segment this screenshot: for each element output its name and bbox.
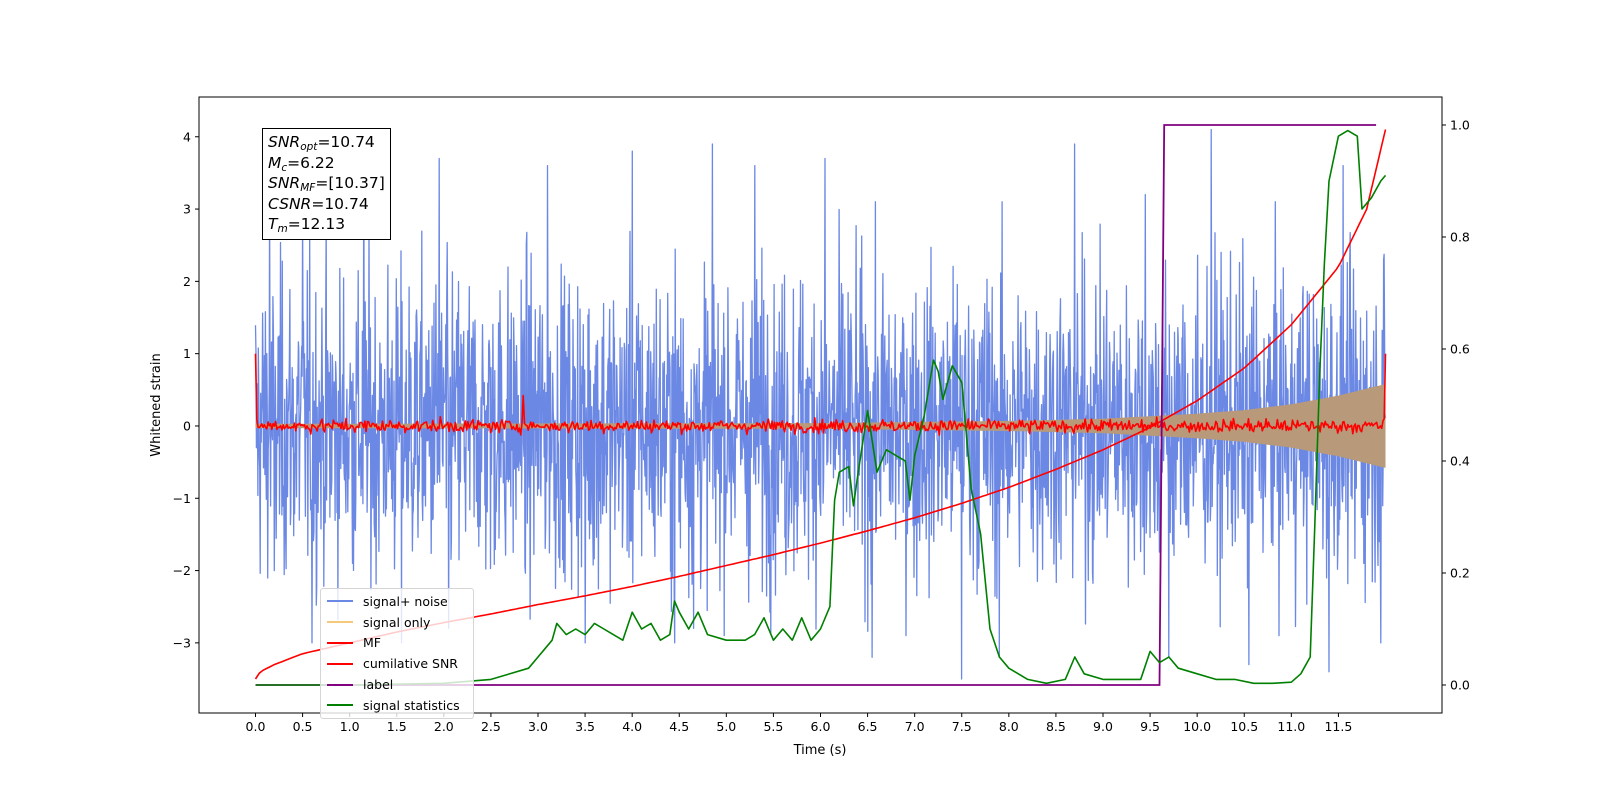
legend-item-signal-statistics: signal statistics: [321, 695, 473, 716]
x-tick-label: 8.0: [999, 719, 1019, 734]
x-tick-label: 2.5: [481, 719, 501, 734]
y-axis-right: 0.0 0.2 0.4 0.6 0.8 1.0: [1442, 118, 1470, 693]
y-tick-label: −1: [173, 491, 191, 506]
mf-line: [254, 353, 1387, 436]
stats-annotation-box: SNRopt=10.74 Mc=6.22 SNRMF=[10.37] CSNR=…: [262, 128, 391, 240]
x-tick-label: 3.5: [575, 719, 595, 734]
x-tick-label: 6.5: [858, 719, 878, 734]
y2-tick-label: 0.6: [1450, 342, 1470, 357]
x-tick-label: 5.5: [763, 719, 783, 734]
snr-mf-line: SNRMF=[10.37]: [268, 174, 385, 194]
x-axis: 0.0 0.5 1.0 1.5 2.0 2.5 3.0 3.5 4.0 4.5 5.0 5.5 6.0 6…: [246, 713, 1352, 734]
y-tick-label: 0: [183, 418, 191, 433]
x-tick-label: 10.0: [1183, 719, 1211, 734]
x-tick-label: 10.5: [1230, 719, 1258, 734]
x-tick-label: 4.0: [622, 719, 642, 734]
y-tick-label: 3: [183, 202, 191, 217]
x-tick-label: 0.5: [293, 719, 313, 734]
x-axis-label: Time (s): [793, 743, 847, 758]
x-tick-label: 1.5: [387, 719, 407, 734]
tm-line: Tm=12.13: [268, 215, 346, 235]
x-tick-label: 1.0: [340, 719, 360, 734]
x-tick-label: 9.0: [1093, 719, 1113, 734]
x-tick-label: 8.5: [1046, 719, 1066, 734]
y-tick-label: 1: [183, 346, 191, 361]
y-axis-label: Whitened strain: [149, 353, 164, 456]
y2-tick-label: 1.0: [1450, 118, 1470, 133]
y-axis-left: −3 −2 −1 0 1 2 3 4: [173, 129, 199, 650]
y-tick-label: 2: [183, 274, 191, 289]
y2-tick-label: 0.0: [1450, 678, 1470, 693]
x-tick-label: 11.5: [1324, 719, 1352, 734]
x-tick-label: 2.0: [434, 719, 454, 734]
legend-item-signal-only: signal only: [321, 612, 473, 633]
legend-item-label: label: [321, 674, 473, 695]
y-tick-label: −3: [173, 635, 191, 650]
x-tick-label: 4.5: [669, 719, 689, 734]
label-line: [255, 124, 1377, 686]
x-tick-label: 6.0: [811, 719, 831, 734]
legend: signal+ noise signal only MF cumilative …: [320, 588, 474, 719]
x-tick-label: 5.0: [716, 719, 736, 734]
legend-item-signal-noise: signal+ noise: [321, 591, 473, 612]
y-tick-label: −2: [173, 563, 191, 578]
y2-tick-label: 0.4: [1450, 454, 1470, 469]
signal-statistics-line: [255, 129, 1387, 686]
snr-opt-line: SNRopt=10.74: [268, 133, 375, 153]
x-tick-label: 11.0: [1277, 719, 1305, 734]
y2-tick-label: 0.2: [1450, 566, 1470, 581]
y2-tick-label: 0.8: [1450, 230, 1470, 245]
x-tick-label: 0.0: [246, 719, 266, 734]
legend-item-cumulative-snr: cumilative SNR: [321, 653, 473, 674]
x-tick-label: 7.0: [905, 719, 925, 734]
x-tick-label: 3.0: [528, 719, 548, 734]
csnr-line: CSNR=10.74: [268, 194, 369, 213]
mc-line: Mc=6.22: [268, 153, 335, 174]
x-tick-label: 7.5: [952, 719, 972, 734]
legend-item-mf: MF: [321, 633, 473, 654]
x-tick-label: 9.5: [1140, 719, 1160, 734]
signal-noise-line: [254, 128, 1387, 680]
y-tick-label: 4: [183, 129, 191, 144]
